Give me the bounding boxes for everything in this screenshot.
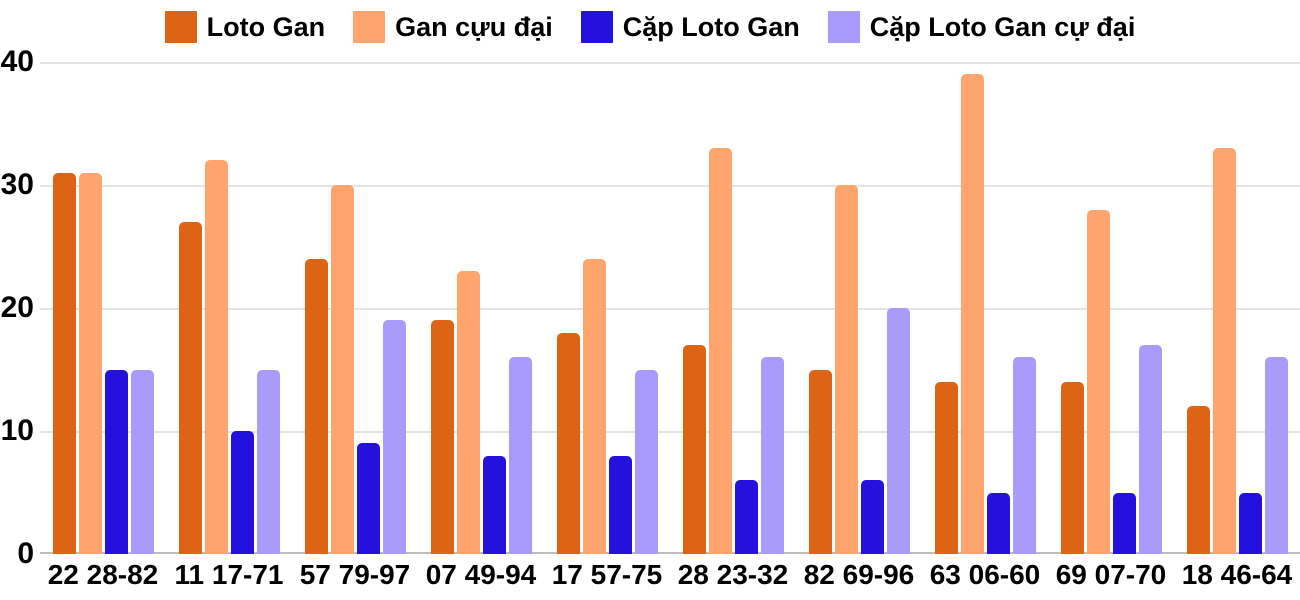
legend-swatch-icon [827, 11, 860, 43]
bar [130, 369, 154, 554]
gridline [40, 308, 1300, 310]
bar [356, 443, 380, 554]
bar-group [1048, 62, 1174, 554]
legend-label: Cặp Loto Gan cự đại [869, 11, 1136, 42]
legend-item: Loto Gan [164, 11, 326, 43]
y-axis-tick-label: 10 [0, 414, 34, 447]
y-axis-tick-label: 20 [0, 291, 34, 324]
bar [1186, 406, 1210, 554]
bar [860, 480, 884, 554]
bar-group [292, 62, 418, 554]
y-axis-tick-label: 0 [17, 537, 34, 570]
x-axis-label: 18 46-64 [1181, 559, 1293, 590]
bar [582, 258, 606, 554]
bar [986, 492, 1010, 554]
bar [1264, 357, 1288, 554]
bar [508, 357, 532, 554]
gridline [40, 185, 1300, 187]
x-axis-label: 69 07-70 [1055, 559, 1167, 590]
bar [1060, 381, 1084, 554]
x-axis-label: 57 79-97 [299, 559, 411, 590]
bar [1212, 148, 1236, 554]
bar [1086, 209, 1110, 554]
y-axis-tick-label: 30 [0, 168, 34, 201]
x-axis-label: 07 49-94 [425, 559, 537, 590]
bar-group [544, 62, 670, 554]
bar [708, 148, 732, 554]
legend-item: Cặp Loto Gan [580, 11, 800, 43]
y-axis-tick-label: 40 [0, 45, 34, 78]
bar [78, 172, 102, 554]
bar [304, 258, 328, 554]
x-axis-label: 82 69-96 [803, 559, 915, 590]
x-axis-label: 22 28-82 [47, 559, 159, 590]
bar [808, 369, 832, 554]
bar-group [418, 62, 544, 554]
x-axis-label: 11 17-71 [174, 559, 284, 590]
x-axis-label: 28 23-32 [677, 559, 789, 590]
bar [52, 172, 76, 554]
bar [178, 221, 202, 554]
bar [1012, 357, 1036, 554]
bar [482, 455, 506, 554]
bar-group [166, 62, 292, 554]
bar [204, 160, 228, 554]
bar [230, 431, 254, 554]
legend-label: Cặp Loto Gan [622, 11, 800, 42]
bar [760, 357, 784, 554]
bar [256, 369, 280, 554]
legend-swatch-icon [580, 11, 613, 43]
bar [382, 320, 406, 554]
x-axis-label: 17 57-75 [551, 559, 663, 590]
legend-item: Cặp Loto Gan cự đại [827, 11, 1136, 43]
bar [634, 369, 658, 554]
baseline-gridline [40, 552, 1300, 554]
legend-item: Gan cựu đại [353, 11, 553, 43]
bar [608, 455, 632, 554]
bar-group [40, 62, 166, 554]
bar [934, 381, 958, 554]
bar [886, 308, 910, 554]
chart-legend: Loto Gan Gan cựu đại Cặp Loto Gan Cặp Loto … [0, 11, 1300, 43]
bar [1112, 492, 1136, 554]
bar [834, 185, 858, 554]
bar-group [922, 62, 1048, 554]
bar [556, 332, 580, 554]
bar [1238, 492, 1262, 554]
bar [960, 74, 984, 554]
gridline [40, 62, 1300, 64]
bar-group [1174, 62, 1300, 554]
legend-label: Loto Gan [206, 11, 326, 42]
bar [456, 271, 480, 554]
bar [1138, 344, 1162, 554]
bar [430, 320, 454, 554]
bar [330, 185, 354, 554]
x-axis-labels: 22 28-82 11 17-71 57 79-97 07 49-94 17 57-75… [40, 559, 1300, 591]
bar-group [670, 62, 796, 554]
plot-area [40, 62, 1300, 554]
gridline [40, 431, 1300, 433]
legend-label: Gan cựu đại [395, 11, 553, 42]
x-axis-label: 63 06-60 [929, 559, 1041, 590]
legend-swatch-icon [164, 11, 197, 43]
bar [104, 369, 128, 554]
bar [682, 344, 706, 554]
bar-group [796, 62, 922, 554]
legend-swatch-icon [353, 11, 386, 43]
bar-groups [40, 62, 1300, 554]
bar [734, 480, 758, 554]
